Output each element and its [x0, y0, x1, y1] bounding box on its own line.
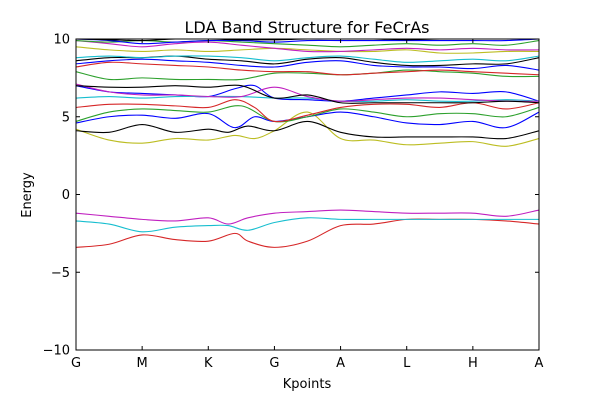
band-line-5: [76, 120, 539, 140]
band-line-17: [76, 55, 539, 63]
band-line-21: [76, 39, 539, 45]
y-tick-label-0: −10: [43, 344, 70, 359]
x-tick-label-5: L: [403, 356, 411, 371]
y-tick-label-4: 10: [53, 33, 70, 48]
band-line-6: [76, 111, 539, 129]
band-line-3: [76, 209, 539, 225]
x-tick-label-3: G: [269, 356, 279, 371]
y-tick-label-3: 5: [62, 110, 70, 125]
band-line-8: [76, 105, 539, 123]
x-tick-label-7: A: [535, 356, 544, 371]
band-line-15: [76, 58, 539, 71]
y-tick-label-2: 0: [62, 188, 70, 203]
y-axis-label: Energy: [20, 172, 35, 218]
band-line-9: [76, 99, 539, 123]
band-line-2: [76, 217, 539, 233]
band-line-7: [76, 84, 539, 102]
band-line-22: [76, 39, 539, 42]
x-tick-label-0: G: [71, 356, 81, 371]
band-line-19: [76, 40, 539, 53]
y-tick-label-1: −5: [51, 266, 70, 281]
band-line-14: [76, 61, 539, 76]
chart-title: LDA Band Structure for FeCrAs: [185, 18, 430, 37]
x-tick-label-1: M: [137, 356, 148, 371]
band-line-18: [76, 46, 539, 54]
band-line-13: [76, 69, 539, 81]
band-line-12: [76, 84, 539, 104]
band-line-11: [76, 83, 539, 102]
x-tick-label-4: A: [336, 356, 345, 371]
x-tick-label-2: K: [204, 356, 213, 371]
band-line-1: [76, 218, 539, 248]
band-line-10: [76, 95, 539, 103]
x-tick-label-6: H: [468, 356, 478, 371]
ticks-layer: G M K G A L H A −10 −5 0 5 10: [43, 33, 544, 372]
band-line-20: [76, 40, 539, 48]
x-axis-label: Kpoints: [283, 377, 332, 392]
plot-frame: [75, 38, 540, 351]
series-layer: [76, 39, 539, 248]
